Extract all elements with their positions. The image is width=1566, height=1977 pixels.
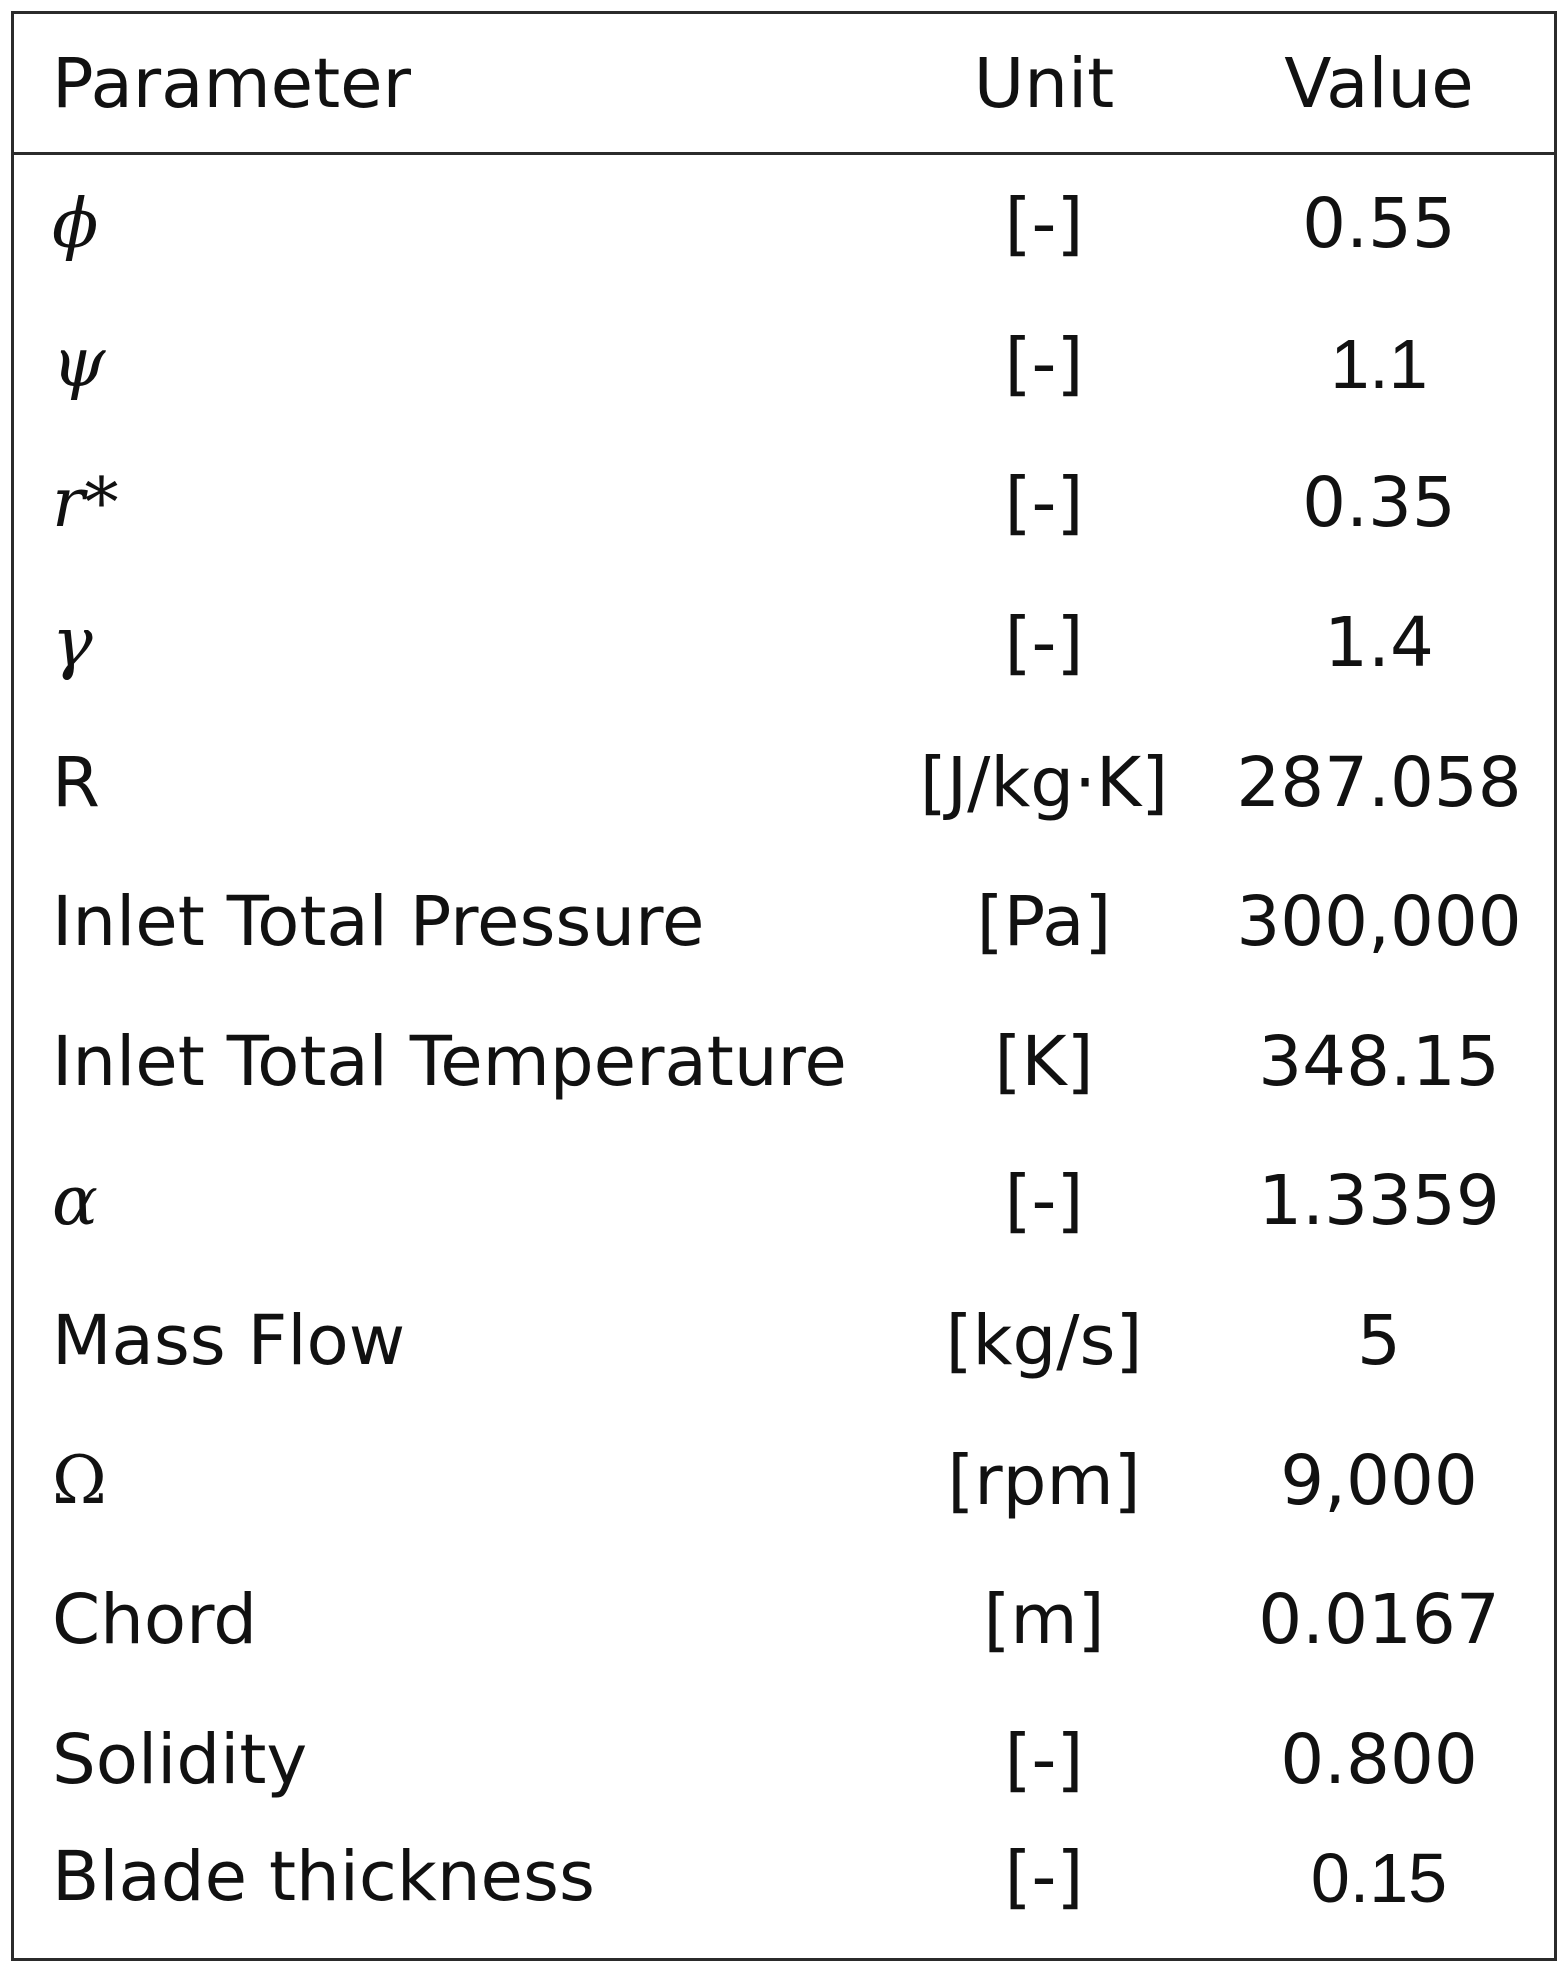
value-cell: 300,000 — [1236, 882, 1522, 963]
unit-cell: [-] — [1004, 1161, 1084, 1242]
parameter-table: Parameter Unit Value ϕ [-] 0.55 ψ [-] 1.… — [11, 11, 1557, 1961]
table-row: r* [-] 0.35 — [14, 434, 1554, 574]
table-row: Inlet Total Temperature [K] 348.15 — [14, 993, 1554, 1133]
value-cell: 0.0167 — [1258, 1580, 1500, 1661]
table-row: R [J/kg·K] 287.058 — [14, 713, 1554, 853]
parameter-cell: Solidity — [52, 1719, 308, 1800]
table-row: Solidity [-] 0.800 — [14, 1691, 1554, 1831]
table-row: Blade thickness [-] 0.15 — [14, 1808, 1554, 1948]
table-row: Ω [rpm] 9,000 — [14, 1411, 1554, 1551]
value-cell: 0.55 — [1302, 184, 1456, 265]
unit-cell: [Pa] — [976, 882, 1112, 963]
value-cell: 1.3359 — [1258, 1161, 1500, 1242]
table-row: Chord [m] 0.0167 — [14, 1551, 1554, 1691]
unit-cell: [m] — [983, 1580, 1105, 1661]
unit-cell: [J/kg·K] — [919, 742, 1169, 823]
table-row: ϕ [-] 0.55 — [14, 155, 1554, 295]
parameter-cell: γ — [52, 603, 93, 683]
parameter-cell: Blade thickness — [52, 1837, 595, 1918]
parameter-cell: Chord — [52, 1580, 258, 1661]
unit-cell: [-] — [1004, 1719, 1084, 1800]
table-row: γ [-] 1.4 — [14, 574, 1554, 714]
parameter-cell: R — [52, 742, 100, 823]
value-cell: 9,000 — [1280, 1440, 1478, 1521]
unit-cell: [-] — [1004, 323, 1084, 404]
unit-cell: [K] — [994, 1021, 1094, 1102]
parameter-cell: ψ — [52, 324, 106, 404]
value-cell: 1.1 — [1330, 325, 1428, 404]
value-cell: 5 — [1357, 1301, 1401, 1382]
table-row: Mass Flow [kg/s] 5 — [14, 1272, 1554, 1412]
unit-cell: [-] — [1004, 463, 1084, 544]
value-cell: 287.058 — [1236, 742, 1522, 823]
table-row: ψ [-] 1.1 — [14, 295, 1554, 435]
unit-cell: [rpm] — [947, 1440, 1141, 1521]
table-row: α [-] 1.3359 — [14, 1132, 1554, 1272]
value-cell: 0.15 — [1310, 1838, 1448, 1917]
unit-cell: [-] — [1004, 1837, 1084, 1918]
table-row: Inlet Total Pressure [Pa] 300,000 — [14, 853, 1554, 993]
header-value: Value — [1284, 44, 1474, 124]
unit-cell: [kg/s] — [945, 1301, 1143, 1382]
parameter-cell: ϕ — [52, 184, 99, 264]
parameter-cell: Ω — [52, 1442, 107, 1520]
header-unit: Unit — [973, 44, 1115, 124]
parameter-cell: Inlet Total Pressure — [52, 882, 705, 963]
unit-cell: [-] — [1004, 184, 1084, 265]
value-cell: 348.15 — [1258, 1021, 1500, 1102]
value-cell: 0.35 — [1302, 463, 1456, 544]
value-cell: 0.800 — [1280, 1719, 1478, 1800]
parameter-cell: Mass Flow — [52, 1301, 406, 1382]
table-header-row: Parameter Unit Value — [14, 14, 1554, 155]
value-cell: 1.4 — [1324, 603, 1434, 684]
unit-cell: [-] — [1004, 603, 1084, 684]
parameter-cell: α — [52, 1161, 98, 1241]
parameter-cell: Inlet Total Temperature — [52, 1021, 847, 1102]
header-parameter: Parameter — [52, 44, 411, 124]
parameter-cell: r* — [52, 463, 119, 543]
